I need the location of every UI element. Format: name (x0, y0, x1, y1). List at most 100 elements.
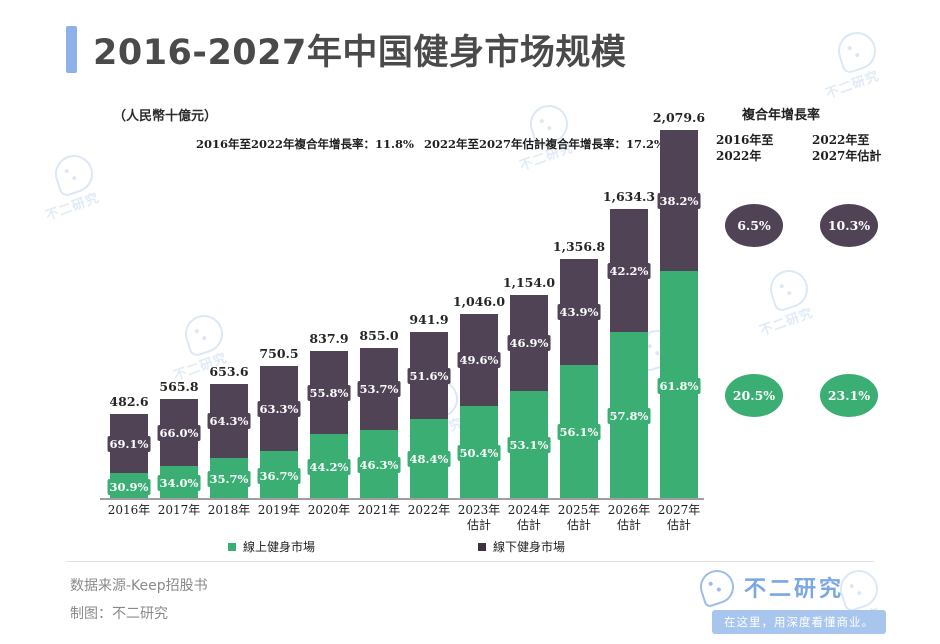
legend-swatch-online-icon (228, 542, 236, 551)
bar-segment-online: 36.7% (257, 451, 301, 500)
axis-unit-label: （人民幣十億元） (113, 109, 218, 124)
bar-segment-offline-label: 49.6% (457, 352, 501, 369)
legend-label-online: 線上健身市場 (243, 540, 316, 554)
bar-segment-offline-label: 42.2% (607, 262, 651, 279)
bar-segment-online-label: 46.3% (357, 456, 401, 473)
bar-group: 1,356.8 43.9% 56.1% (553, 239, 605, 500)
cagr-column-header-historic: 2016年至 2022年 (716, 133, 774, 163)
cagr-bubble-offline-historic: 6.5% (725, 204, 783, 247)
bar-group: 565.8 66.0% 34.0% (157, 379, 201, 500)
cagr-annotation-historic: 2016年至2022年複合年增長率：11.8% (196, 137, 414, 151)
bar-segment-offline: 38.2% (657, 130, 701, 272)
x-axis-label: 2022年 (407, 503, 451, 517)
x-axis-label: 2027年 估計 (657, 503, 701, 532)
brand-planet-icon (695, 565, 739, 609)
bar-group: 837.9 55.8% 44.2% (307, 331, 351, 500)
bar-segment-offline-label: 51.6% (407, 367, 451, 384)
bar-segment-online-label: 44.2% (307, 459, 351, 476)
source-note: 数据来源-Keep招股书 (70, 578, 208, 594)
bar-segment-online-label: 61.8% (657, 377, 701, 394)
chart-legend: 線上健身市場 線下健身市場 (0, 538, 940, 558)
bar-group: 653.6 64.3% 35.7% (207, 364, 251, 500)
cagr-column-header-forecast: 2022年至 2027年估計 (812, 133, 882, 163)
bar-segment-offline: 69.1% (107, 414, 151, 474)
bar-segment-offline: 43.9% (557, 258, 601, 365)
bar-segment-online-label: 34.0% (157, 474, 201, 491)
cagr-bubble-online-historic: 20.5% (725, 374, 783, 417)
bar-segment-online: 61.8% (657, 271, 701, 500)
bar-segment-online: 48.4% (407, 418, 451, 500)
x-axis-label: 2016年 (107, 503, 151, 517)
legend-item-offline: 線下健身市場 (478, 538, 565, 555)
bar-segment-online-label: 48.4% (407, 451, 451, 468)
brand-name-text: 不二研究 (744, 577, 845, 602)
bar-total-label: 1,046.0 (452, 293, 506, 309)
x-axis-label: 2024年 估計 (507, 503, 551, 532)
title-accent-bar (66, 26, 77, 73)
bar-segment-offline-label: 46.9% (507, 334, 551, 351)
x-axis-label: 2021年 (357, 503, 401, 517)
bar-segment-online-label: 57.8% (607, 407, 651, 424)
bar-segment-offline: 42.2% (607, 209, 651, 332)
bar-segment-online-label: 53.1% (507, 437, 551, 454)
bar-segment-online-label: 36.7% (257, 467, 301, 484)
bar-segment-offline: 64.3% (207, 383, 251, 459)
bar-segment-online: 56.1% (557, 364, 601, 500)
bar-total-label: 1,634.3 (602, 189, 656, 205)
bar-segment-online-label: 50.4% (457, 445, 501, 462)
bar-total-label: 837.9 (309, 330, 349, 346)
bar-segment-online-label: 56.1% (557, 424, 601, 441)
bar-segment-offline-label: 64.3% (207, 413, 251, 430)
bar-segment-offline-label: 43.9% (557, 303, 601, 320)
bar-segment-online: 50.4% (457, 406, 501, 500)
x-axis-label: 2017年 (157, 503, 201, 517)
cagr-annotation-forecast: 2022年至2027年估計複合年增長率：17.2% (424, 137, 665, 151)
watermark-icon (833, 27, 881, 75)
bar-group: 482.6 69.1% 30.9% (107, 394, 151, 500)
bar-segment-offline: 53.7% (357, 347, 401, 430)
legend-label-offline: 線下健身市場 (493, 540, 566, 554)
watermark-text: 不二研究 (43, 190, 102, 225)
x-axis-label: 2026年 估計 (607, 503, 651, 532)
bar-segment-online-label: 30.9% (107, 478, 151, 495)
x-axis-label: 2020年 (307, 503, 351, 517)
bar-total-label: 565.8 (159, 379, 199, 395)
cagr-bubble-offline-forecast: 10.3% (820, 204, 878, 247)
bar-segment-offline-label: 66.0% (157, 424, 201, 441)
bar-segment-offline: 66.0% (157, 399, 201, 466)
cagr-bubble-online-forecast: 23.1% (820, 374, 878, 417)
bar-segment-online: 34.0% (157, 465, 201, 500)
cagr-panel: 複合年增長率 2016年至 2022年 2022年至 2027年估計 6.5% 10… (706, 104, 930, 434)
bar-segment-online: 30.9% (107, 473, 151, 500)
bar-group: 941.9 51.6% 48.4% (407, 312, 451, 500)
bar-total-label: 2,079.6 (652, 110, 706, 125)
bar-total-label: 941.9 (409, 312, 449, 328)
bar-group: 750.5 63.3% 36.7% (257, 346, 301, 500)
bar-segment-offline-label: 69.1% (107, 435, 151, 452)
bar-total-label: 1,154.0 (502, 274, 556, 290)
bar-group: 855.0 53.7% 46.3% (357, 328, 401, 500)
bar-total-label: 653.6 (209, 363, 249, 379)
bar-total-label: 855.0 (359, 327, 399, 343)
bar-group: 1,046.0 49.6% 50.4% (453, 294, 505, 500)
bar-total-label: 750.5 (259, 346, 299, 362)
page-title: 2016-2027年中国健身市场规模 (66, 24, 626, 75)
bar-group: 1,154.0 46.9% 53.1% (503, 275, 555, 500)
bar-segment-online: 57.8% (607, 331, 651, 500)
page-title-text: 2016-2027年中国健身市场规模 (93, 33, 627, 73)
bar-group: 1,634.3 42.2% 57.8% (603, 189, 655, 500)
watermark-text: 不二研究 (823, 68, 882, 103)
bar-segment-offline: 55.8% (307, 350, 351, 435)
bar-segment-offline-label: 53.7% (357, 380, 401, 397)
bar-segment-offline-label: 55.8% (307, 384, 351, 401)
bar-segment-online: 46.3% (357, 429, 401, 500)
bar-plot-area: 482.6 69.1% 30.9% 565.8 66.0% 34.0% 653.6 64.3%… (100, 110, 705, 500)
bar-segment-online: 44.2% (307, 434, 351, 500)
bar-total-label: 482.6 (109, 394, 149, 410)
cagr-panel-title: 複合年增長率 (742, 108, 821, 123)
bar-segment-offline: 49.6% (457, 313, 501, 407)
bar-segment-offline-label: 38.2% (657, 192, 701, 209)
x-axis-label: 2018年 (207, 503, 251, 517)
legend-item-online: 線上健身市場 (228, 538, 315, 555)
credit-note: 制图：不二研究 (70, 606, 168, 622)
